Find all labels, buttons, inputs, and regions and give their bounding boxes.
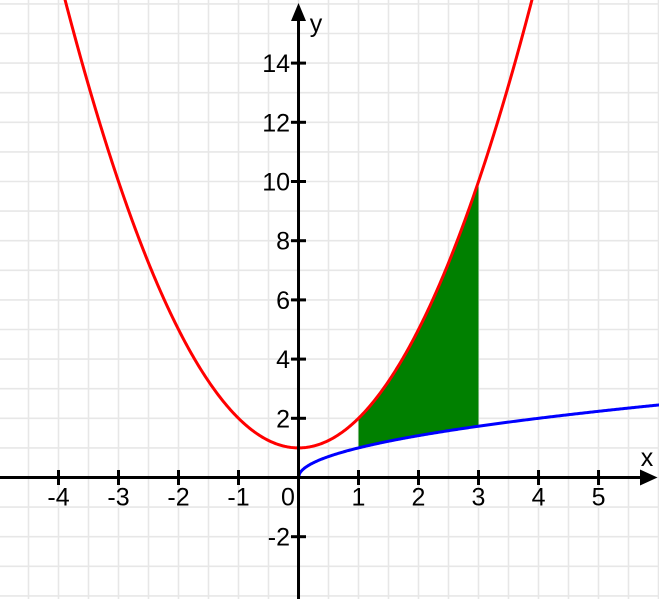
- y-tick-label: 10: [262, 169, 290, 197]
- x-tick-label: 4: [532, 483, 546, 511]
- y-tick-label: 4: [276, 346, 290, 374]
- x-tick-label: -3: [107, 483, 129, 511]
- origin-label: 0: [281, 483, 295, 511]
- y-tick-label: 12: [262, 109, 290, 137]
- x-tick-label: 3: [472, 483, 486, 511]
- y-axis-arrow-icon: [291, 3, 307, 21]
- y-tick-label: 2: [276, 405, 290, 433]
- x-tick-label: -1: [227, 483, 249, 511]
- x-axis-arrow-icon: [640, 469, 658, 486]
- x-tick-label: 2: [412, 483, 426, 511]
- axis-ticks: [57, 61, 601, 539]
- y-tick-label: 6: [276, 287, 290, 315]
- y-axis-label: y: [310, 10, 323, 38]
- x-axis-label: x: [641, 444, 654, 472]
- curves: [63, 0, 659, 478]
- y-tick-label: 14: [262, 50, 290, 78]
- x-tick-label: -2: [167, 483, 189, 511]
- x-tick-label: -4: [47, 483, 69, 511]
- x-tick-label: 5: [592, 483, 606, 511]
- y-tick-label: -2: [268, 524, 290, 552]
- axes: [0, 3, 658, 599]
- x-tick-label: 1: [352, 483, 366, 511]
- curve-square-root: [297, 403, 659, 478]
- y-tick-label: 8: [276, 228, 290, 256]
